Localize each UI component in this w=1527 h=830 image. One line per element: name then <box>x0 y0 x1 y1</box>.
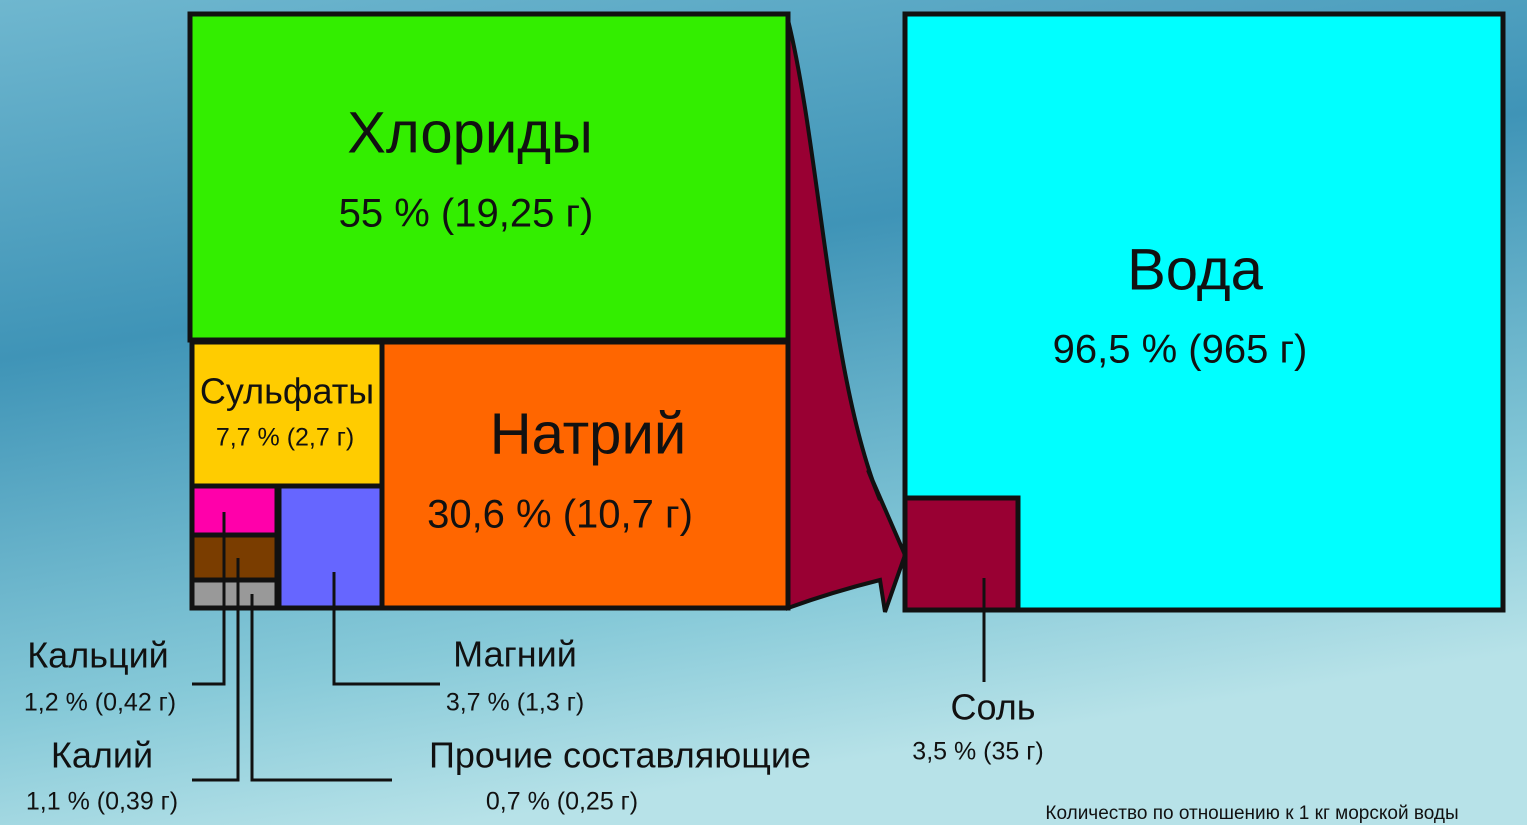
label: Вода <box>1127 237 1264 302</box>
value: 96,5 % (965 г) <box>1053 328 1308 372</box>
leader <box>332 572 440 686</box>
value: 1,1 % (0,39 г) <box>26 788 178 816</box>
salt-block <box>902 495 1021 613</box>
value: 7,7 % (2,7 г) <box>216 424 354 452</box>
sulfates-block <box>189 339 385 489</box>
value: 55 % (19,25 г) <box>339 192 594 236</box>
chlorides-block <box>187 11 791 343</box>
other-block <box>189 577 280 611</box>
sodium-block <box>379 339 791 611</box>
label: Соль <box>951 687 1036 728</box>
value: 3,5 % (35 г) <box>912 738 1043 766</box>
magnesium-block <box>276 483 385 611</box>
label: Сульфаты <box>200 371 374 412</box>
label: Калий <box>51 735 153 776</box>
value: 0,7 % (0,25 г) <box>486 788 638 816</box>
leader <box>192 512 226 686</box>
label: Кальций <box>27 635 169 676</box>
label: Прочие составляющие <box>429 735 811 776</box>
value: 30,6 % (10,7 г) <box>427 493 693 537</box>
arrow <box>786 19 908 613</box>
label: Натрий <box>490 401 687 466</box>
leader <box>192 558 240 782</box>
label: Магний <box>453 634 577 675</box>
value: 1,2 % (0,42 г) <box>24 689 176 717</box>
note: Количество по отношению к 1 кг морской в… <box>1045 803 1458 824</box>
potassium-block <box>189 532 280 583</box>
value: 3,7 % (1,3 г) <box>446 689 584 717</box>
leader <box>250 594 392 782</box>
label: Хлориды <box>347 100 593 165</box>
calcium-block <box>189 483 280 538</box>
